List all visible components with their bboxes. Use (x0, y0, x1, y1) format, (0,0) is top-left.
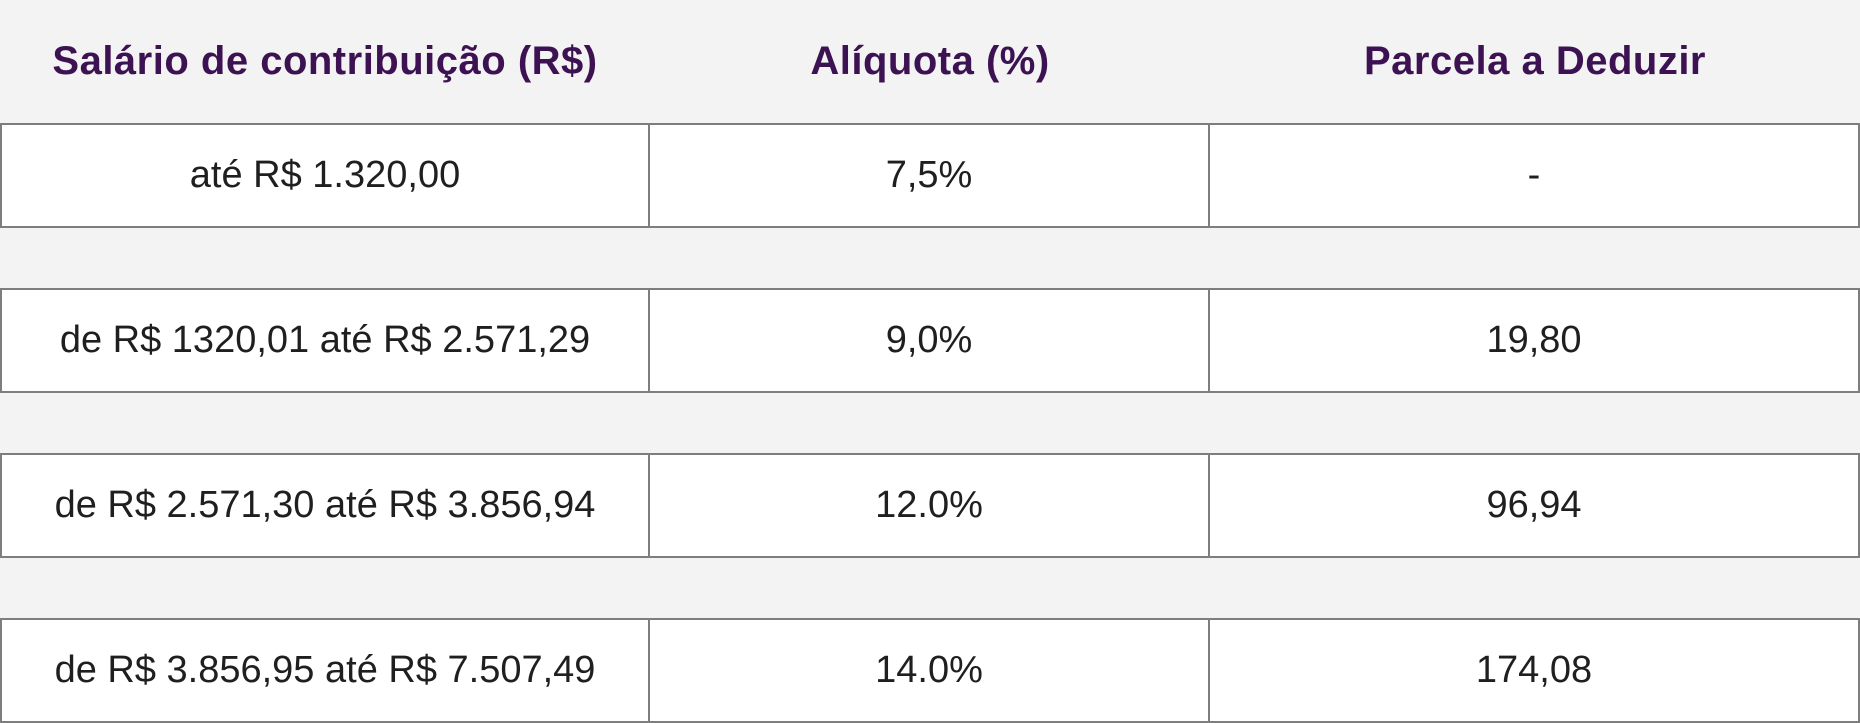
cell-salario: de R$ 2.571,30 até R$ 3.856,94 (0, 453, 650, 558)
cell-parcela: 174,08 (1210, 618, 1860, 723)
table-row: até R$ 1.320,00 7,5% - (0, 123, 1860, 228)
cell-parcela: - (1210, 123, 1860, 228)
column-header-salario: Salário de contribuição (R$) (52, 39, 598, 83)
column-header-parcela: Parcela a Deduzir (1364, 39, 1706, 83)
cell-aliquota: 12.0% (650, 453, 1210, 558)
table-row: de R$ 3.856,95 até R$ 7.507,49 14.0% 174… (0, 618, 1860, 723)
cell-salario: de R$ 3.856,95 até R$ 7.507,49 (0, 618, 650, 723)
cell-salario: até R$ 1.320,00 (0, 123, 650, 228)
table-row: de R$ 2.571,30 até R$ 3.856,94 12.0% 96,… (0, 453, 1860, 558)
table-header-row: Salário de contribuição (R$) Alíquota (%… (0, 0, 1860, 123)
cell-aliquota: 14.0% (650, 618, 1210, 723)
table-row: de R$ 1320,01 até R$ 2.571,29 9,0% 19,80 (0, 288, 1860, 393)
cell-salario: de R$ 1320,01 até R$ 2.571,29 (0, 288, 650, 393)
cell-aliquota: 9,0% (650, 288, 1210, 393)
cell-parcela: 96,94 (1210, 453, 1860, 558)
cell-aliquota: 7,5% (650, 123, 1210, 228)
column-header-aliquota: Alíquota (%) (810, 39, 1050, 83)
cell-parcela: 19,80 (1210, 288, 1860, 393)
